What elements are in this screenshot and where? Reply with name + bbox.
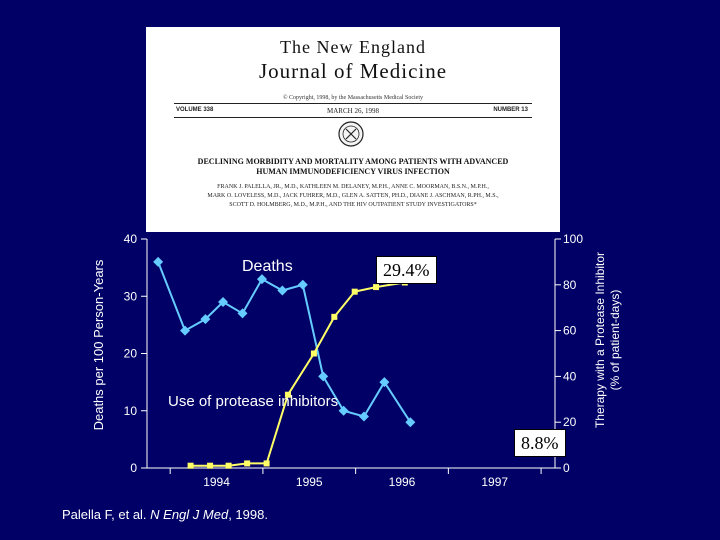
left-tick-label: 30: [124, 289, 138, 303]
authors-line2: MARK O. LOVELESS, M.D., JACK FUHRER, M.D…: [207, 193, 499, 199]
right-tick-label: 0: [563, 461, 570, 475]
deaths-data-point: [405, 417, 416, 428]
protease-data-point: [284, 391, 291, 398]
journal-date: MARCH 26, 1998: [327, 107, 379, 115]
deaths-data-point: [358, 411, 369, 422]
journal-rule-top: [174, 103, 532, 104]
deaths-data-point: [237, 308, 248, 319]
journal-volume: VOLUME 338: [176, 107, 214, 113]
article-title-line2: HUMAN IMMUNODEFICIENCY VIRUS INFECTION: [256, 167, 450, 176]
authors-line1: FRANK J. PALELLA, JR., M.D., KATHLEEN M.…: [217, 184, 489, 190]
deaths-data-point: [180, 325, 191, 336]
journal-number: NUMBER 13: [493, 107, 528, 113]
left-tick-label: 40: [124, 232, 138, 246]
callout-29-percent: 29.4%: [376, 256, 437, 284]
protease-data-point: [331, 313, 338, 320]
right-tick-label: 80: [563, 278, 577, 292]
article-title: DECLINING MORBIDITY AND MORTALITY AMONG …: [146, 157, 560, 177]
deaths-data-point: [379, 377, 390, 388]
deaths-data-point: [218, 296, 229, 307]
protease-series-label: Use of protease inhibitors: [168, 393, 339, 410]
callout-8-percent: 8.8%: [514, 429, 566, 457]
deaths-data-point: [200, 314, 211, 325]
deaths-data-point: [256, 274, 267, 285]
x-tick-label: 1997: [481, 475, 508, 489]
right-axis-title-line1: Therapy with a Protease Inhibitor: [593, 251, 607, 429]
right-tick-label: 60: [563, 324, 577, 338]
journal-name-line1: The New England: [280, 37, 426, 57]
left-tick-label: 0: [130, 461, 137, 475]
journal-seal-icon: [338, 121, 364, 147]
left-tick-label: 10: [124, 404, 138, 418]
protease-data-point: [351, 288, 358, 295]
right-tick-label: 20: [563, 415, 577, 429]
right-tick-label: 100: [563, 232, 583, 246]
journal-clipping: The New England Journal of Medicine © Co…: [146, 27, 560, 232]
x-tick-label: 1994: [203, 475, 230, 489]
journal-rule-bottom: [174, 117, 532, 118]
citation-prefix: Palella F, et al.: [62, 507, 151, 522]
deaths-data-point: [297, 279, 308, 290]
journal-copyright: © Copyright, 1998, by the Massachusetts …: [282, 95, 424, 101]
protease-data-point: [225, 462, 232, 469]
protease-data-point: [244, 460, 251, 467]
deaths-data-point: [277, 285, 288, 296]
right-tick-label: 40: [563, 369, 577, 383]
deaths-data-point: [153, 256, 164, 267]
protease-data-point: [263, 460, 270, 467]
citation-suffix: , 1998.: [228, 507, 268, 522]
citation: Palella F, et al. N Engl J Med, 1998.: [62, 507, 268, 522]
left-tick-label: 20: [124, 347, 138, 361]
journal-name-line2: Journal of Medicine: [258, 59, 448, 83]
x-tick-label: 1995: [296, 475, 323, 489]
protease-series-line: [190, 281, 405, 467]
citation-journal: N Engl J Med: [150, 507, 229, 522]
deaths-series-label: Deaths: [242, 258, 293, 275]
left-axis-title: Deaths per 100 Person-Years: [91, 259, 106, 431]
right-axis-title-line2: (% of patient-days): [608, 289, 622, 391]
article-authors: FRANK J. PALELLA, JR., M.D., KATHLEEN M.…: [166, 183, 540, 210]
protease-data-point: [187, 462, 194, 469]
deaths-data-point: [318, 371, 329, 382]
protease-data-point: [373, 284, 380, 291]
protease-data-point: [310, 350, 317, 357]
authors-line3: SCOTT D. HOLMBERG, M.D., M.P.H., AND THE…: [229, 202, 477, 208]
right-axis-title: Therapy with a Protease Inhibitor (% of …: [593, 220, 623, 460]
x-tick-label: 1996: [389, 475, 416, 489]
protease-data-point: [207, 462, 214, 469]
deaths-data-point: [338, 405, 349, 416]
article-title-line1: DECLINING MORBIDITY AND MORTALITY AMONG …: [197, 157, 509, 166]
